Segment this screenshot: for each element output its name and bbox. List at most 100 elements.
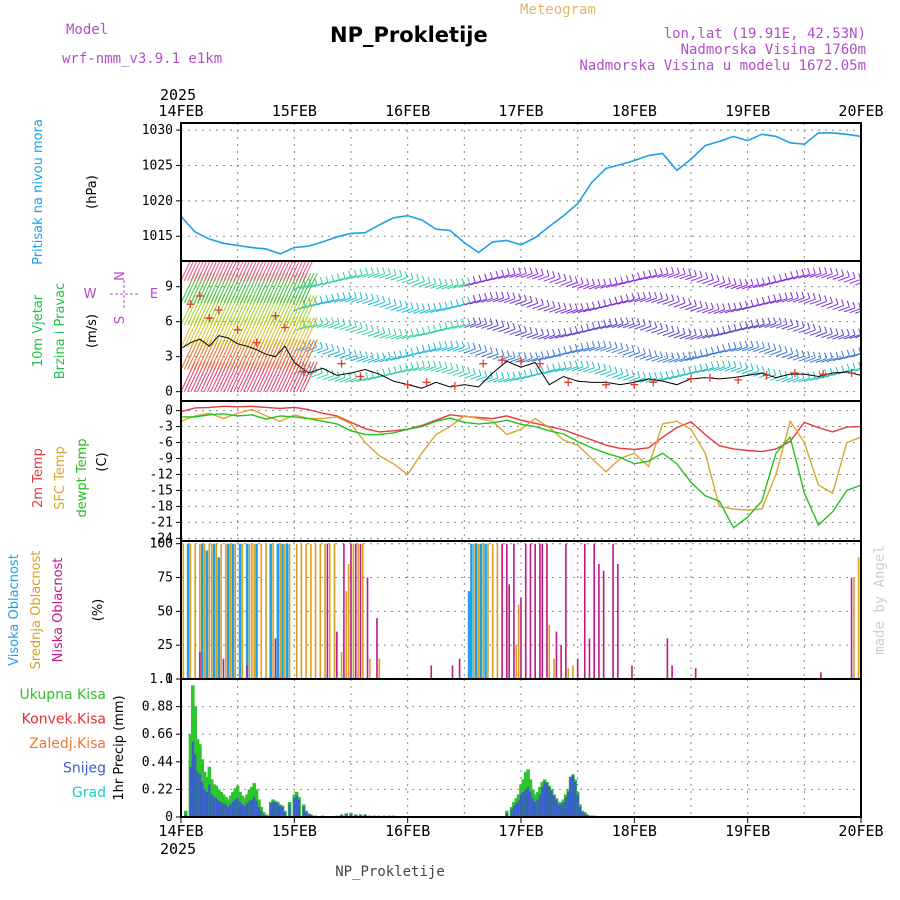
wind-barb-flag [767,342,771,349]
wind-barb-flag [540,298,544,305]
wind-barb-flag [450,320,454,327]
wind-barb [849,278,861,284]
wind-barb [588,346,601,352]
wind-barb [600,370,612,376]
wind-barb [628,352,640,357]
gust-mark [705,373,714,382]
wind-barb [764,323,776,328]
wind-barb [781,377,793,383]
precip-bar [364,814,367,817]
precip-bar [234,799,237,817]
temp-unit: (C) [95,452,110,471]
wind-barb-flag [767,367,771,374]
wind-barb [730,307,742,313]
precip-bar [586,814,589,817]
wind-barb [322,375,334,381]
wind-barb [639,275,652,281]
wind-barb [838,276,850,282]
wind-barb [289,261,300,282]
wind-barb-flag [756,298,760,305]
cloud-bar [583,543,586,679]
wind-barb [605,372,618,378]
wind-barb [583,307,595,313]
wind-barb [826,357,839,363]
wind-barb [639,297,652,303]
wind-barb [396,276,408,282]
precip-bar [307,814,310,817]
wind-barb-flag [540,268,544,276]
wind-barb-flag [393,328,397,335]
wind-barb-flag [852,362,856,370]
wind-barb [617,323,629,328]
cloud-bar [220,543,222,679]
wind-barb-flag [841,299,845,306]
cloud-bar [617,564,619,679]
wind-barb-flag [654,268,658,276]
wind-barb-flag [654,350,658,357]
wind-barb [537,275,550,281]
wind-barb [430,347,442,353]
wind-barb-flag [620,317,624,324]
wind-barb [645,297,657,303]
wind-barb-flag [387,351,391,359]
y-tick-label: 0.44 [142,755,173,770]
wind-barb [305,303,317,309]
wind-barb-flag [761,341,765,348]
wind-barb [345,377,357,383]
wind-barb-flag [710,273,714,280]
wind-barb [464,281,476,287]
wind-barb-flag [552,301,556,308]
wind-barb-flag [818,352,822,359]
precip-bar [340,814,343,817]
wind-barb-flag [659,322,663,330]
wind-barb-flag [580,277,584,284]
wind-barb-flag [495,319,499,326]
wind-barb [815,300,827,306]
gust-mark [271,311,280,320]
wind-barb-flag [489,272,493,279]
wind-barb-flag [302,340,306,347]
wind-barb [486,276,499,282]
wind-barb [481,297,493,303]
wind-barb [328,376,340,382]
wind-barb [230,261,241,282]
precip-bar [276,803,279,817]
wind-barb-flag [557,302,561,309]
cloud-bar [279,543,281,679]
wind-barb-flag [841,269,845,276]
wind-barb-flag [620,295,624,302]
wind-barb-flag [365,351,369,358]
wind-barb [350,356,363,362]
cloud-bar [529,543,532,679]
wind-barb-flag [631,370,635,377]
gust-mark [479,359,488,368]
precip-legend-item: Ukupna Kisa [19,687,106,703]
wind-barb-flag [614,366,618,373]
wind-barb [600,324,612,330]
gust-mark [819,370,828,379]
wind-barb-flag [727,360,731,367]
wind-barb [798,377,810,383]
wind-barb [634,377,646,383]
wind-barb [526,333,538,339]
wind-barb-flag [801,321,805,328]
wind-barb-flag [370,352,374,359]
cloud-bar [189,543,192,679]
wind-barb-flag [784,346,788,353]
wind-barb [775,298,788,304]
precip-bar [302,806,305,817]
wind-barb [549,334,561,340]
wind-barb [418,349,431,355]
wind-barb-flag [750,363,754,370]
wind-barb [651,273,663,279]
wind-barb-flag [501,349,505,356]
wind-barb-flag [784,292,788,299]
wind-barb [770,298,782,304]
wind-barb-flag [331,344,335,351]
cloud-bar [215,543,218,679]
wind-barb [662,357,674,363]
wind-barb [747,346,759,352]
wind-barb-flag [807,268,811,275]
wind-barb [543,354,555,360]
cloud-bar [251,543,253,679]
